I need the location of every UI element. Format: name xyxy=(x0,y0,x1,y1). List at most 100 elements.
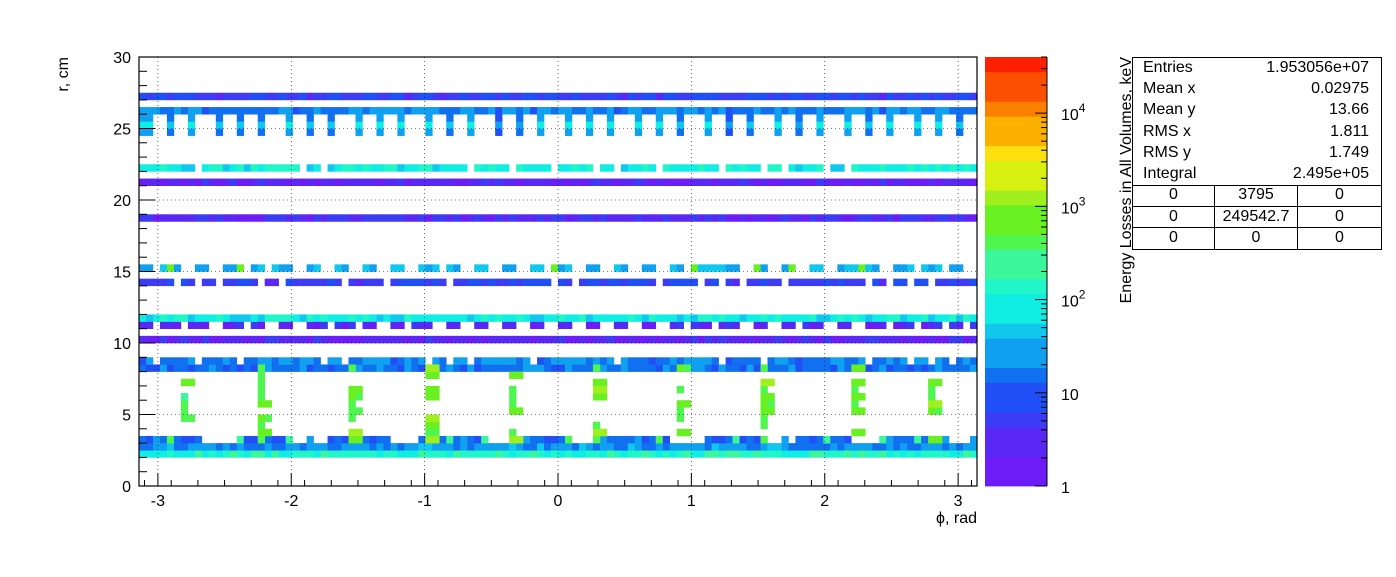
heatmap-cell xyxy=(369,178,377,186)
heatmap-cell xyxy=(474,435,482,444)
heatmap-cell xyxy=(537,121,545,129)
heatmap-cell xyxy=(907,435,915,444)
heatmap-cell xyxy=(830,214,838,222)
heatmap-cell xyxy=(662,214,671,222)
heatmap-cell xyxy=(313,214,321,222)
heatmap-cell xyxy=(495,357,503,365)
heatmap-cell xyxy=(558,164,566,172)
heatmap-cell xyxy=(327,107,335,115)
heatmap-cell xyxy=(467,314,475,322)
heatmap-cell xyxy=(432,443,440,451)
heatmap-cell xyxy=(313,107,321,115)
heatmap-cell xyxy=(879,357,887,365)
heatmap-cell xyxy=(271,214,279,222)
heatmap-cell xyxy=(921,214,929,222)
heatmap-cell xyxy=(676,92,684,101)
heatmap-cell xyxy=(648,335,657,344)
color-scale-bin xyxy=(985,264,1047,280)
heatmap-cell xyxy=(530,321,538,329)
heatmap-cell xyxy=(767,335,775,344)
heatmap-cell xyxy=(781,264,789,272)
heatmap-cell xyxy=(935,450,943,458)
heatmap-cell xyxy=(781,321,789,329)
heatmap-cell xyxy=(641,335,650,344)
heatmap-cell xyxy=(879,450,887,458)
heatmap-cell xyxy=(851,264,859,272)
heatmap-cell xyxy=(474,92,482,101)
heatmap-cell xyxy=(690,264,698,272)
heatmap-cell xyxy=(620,92,629,101)
heatmap-cell xyxy=(865,107,873,115)
heatmap-cell xyxy=(858,92,866,101)
heatmap-cell xyxy=(306,214,314,222)
heatmap-cell xyxy=(725,121,733,129)
heatmap-cell xyxy=(411,321,419,329)
heatmap-cell xyxy=(732,314,740,322)
heatmap-cell xyxy=(718,107,726,115)
heatmap-cell xyxy=(404,364,412,372)
heatmap-cell xyxy=(725,214,733,222)
heatmap-cell xyxy=(599,335,608,344)
heatmap-cell xyxy=(257,128,265,136)
heatmap-cell xyxy=(551,357,559,365)
heatmap-cell xyxy=(851,364,859,372)
heatmap-cell xyxy=(173,264,182,272)
heatmap-cell xyxy=(620,364,629,372)
heatmap-cell xyxy=(250,443,259,451)
heatmap-cell xyxy=(432,357,440,365)
heatmap-cell xyxy=(676,385,684,394)
heatmap-cell xyxy=(194,364,203,372)
heatmap-cell xyxy=(404,278,412,287)
heatmap-cell xyxy=(914,214,922,222)
heatmap-cell xyxy=(963,450,971,458)
heatmap-cell xyxy=(648,314,657,322)
heatmap-cell xyxy=(509,178,517,186)
heatmap-cell xyxy=(746,121,754,129)
heatmap-cell xyxy=(278,335,286,344)
heatmap-cell xyxy=(711,107,719,115)
heatmap-cell xyxy=(774,178,782,186)
heatmap-cell xyxy=(837,450,845,458)
heatmap-cell xyxy=(956,178,964,186)
heatmap-cell xyxy=(893,264,901,272)
heatmap-cell xyxy=(383,450,391,458)
heatmap-cell xyxy=(746,178,754,186)
heatmap-cell xyxy=(606,107,615,115)
heatmap-cell xyxy=(139,114,147,122)
heatmap-cell xyxy=(725,107,733,115)
heatmap-cell xyxy=(208,314,217,322)
heatmap-cell xyxy=(767,450,775,458)
heatmap-cell xyxy=(928,321,936,329)
heatmap-cell xyxy=(851,378,859,387)
heatmap-cell xyxy=(571,314,580,322)
heatmap-cell xyxy=(760,178,768,186)
heatmap-cell xyxy=(774,114,782,122)
heatmap-cell xyxy=(648,321,657,329)
heatmap-cell xyxy=(599,178,608,186)
heatmap-cell xyxy=(767,357,775,365)
heatmap-cell xyxy=(753,335,761,344)
heatmap-cell xyxy=(774,335,782,344)
heatmap-cell xyxy=(243,107,252,115)
heatmap-cell xyxy=(418,364,426,372)
heatmap-cell xyxy=(683,107,691,115)
heatmap-cell xyxy=(928,335,936,344)
heatmap-cell xyxy=(509,321,517,329)
heatmap-cell xyxy=(949,321,957,329)
heatmap-cell xyxy=(823,278,831,287)
heatmap-cell xyxy=(208,450,217,458)
heatmap-cell xyxy=(257,114,265,122)
heatmap-cell xyxy=(544,450,552,458)
heatmap-cell xyxy=(683,428,691,437)
heatmap-cell xyxy=(173,314,182,322)
heatmap-cell xyxy=(278,443,286,451)
heatmap-cell xyxy=(320,314,328,322)
heatmap-cell xyxy=(145,178,154,186)
heatmap-cell xyxy=(732,435,740,444)
heatmap-cell xyxy=(432,364,440,372)
heatmap-cell xyxy=(599,92,608,101)
heatmap-cell xyxy=(851,443,859,451)
heatmap-cell xyxy=(166,335,175,344)
color-scale-bin xyxy=(985,101,1047,117)
heatmap-cell xyxy=(425,364,433,372)
